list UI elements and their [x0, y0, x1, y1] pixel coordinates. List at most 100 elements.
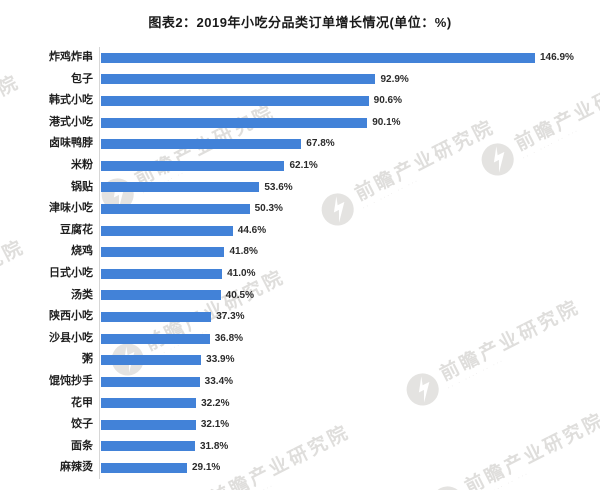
category-label: 花甲 [71, 396, 93, 409]
bar [101, 311, 212, 322]
value-label: 92.9% [380, 73, 409, 85]
bar-track: 32.1% [99, 414, 600, 436]
value-label: 36.8% [214, 332, 244, 344]
bar-row: 锅贴 53.6% [0, 176, 600, 199]
bar-row: 馄饨抄手 33.4% [0, 370, 600, 393]
category-label: 沙县小吃 [49, 331, 93, 344]
value-label: 33.4% [204, 375, 234, 387]
value-label: 41.8% [229, 246, 258, 258]
bar-track: 62.1% [99, 154, 600, 177]
bar-track: 29.1% [99, 457, 600, 479]
bar-track: 44.6% [99, 219, 600, 242]
bar [101, 117, 368, 128]
value-label: 32.2% [201, 397, 230, 409]
bar-track: 90.6% [99, 90, 600, 112]
bar-chart: 炸鸡炸串 146.9% 包子 92.9% 韩式小吃 90.6% 港式小吃 90.1% 卤味鸭脖 6… [0, 47, 600, 479]
bar [101, 441, 195, 452]
bar-row: 汤类 40.5% [0, 284, 600, 307]
category-label: 包子 [71, 72, 93, 85]
bar-track: 53.6% [99, 176, 600, 199]
value-label: 31.8% [199, 440, 229, 452]
category-label: 锅贴 [71, 180, 93, 193]
value-label: 32.1% [200, 419, 230, 431]
value-label: 53.6% [264, 181, 293, 193]
bar-row: 饺子 32.1% [0, 414, 600, 436]
bar [101, 463, 187, 474]
bar [101, 74, 376, 85]
category-label: 日式小吃 [49, 266, 93, 279]
bar [101, 203, 250, 214]
bar-track: 37.3% [99, 306, 600, 328]
bar-row: 包子 92.9% [0, 68, 600, 91]
bar-row: 豆腐花 44.6% [0, 219, 600, 242]
value-label: 29.1% [191, 462, 221, 474]
bar-track: 92.9% [99, 68, 600, 91]
value-label: 33.9% [206, 354, 235, 366]
bar-track: 67.8% [99, 133, 600, 155]
category-label: 麻辣烫 [60, 461, 93, 474]
bar-track: 90.1% [99, 111, 600, 134]
bar-row: 米粉 62.1% [0, 154, 600, 177]
bar-row: 陕西小吃 37.3% [0, 306, 600, 328]
bar-row: 麻辣烫 29.1% [0, 457, 600, 479]
bar-track: 50.3% [99, 198, 600, 220]
bar-row: 港式小吃 90.1% [0, 111, 600, 134]
category-label: 豆腐花 [60, 223, 93, 236]
category-label: 炸鸡炸串 [49, 51, 93, 63]
bar [101, 268, 223, 279]
bar-track: 41.8% [99, 241, 600, 263]
value-label: 90.6% [373, 95, 403, 107]
bar-track: 41.0% [99, 262, 600, 285]
category-label: 港式小吃 [49, 115, 93, 128]
category-label: 韩式小吃 [49, 94, 93, 107]
bar [101, 419, 196, 430]
category-label: 米粉 [71, 158, 93, 171]
bar-track: 36.8% [99, 327, 600, 350]
bar-track: 146.9% [99, 47, 600, 69]
bar [101, 225, 233, 236]
bar [101, 333, 210, 344]
bar [101, 398, 197, 409]
bar [101, 52, 535, 63]
category-label: 面条 [71, 439, 93, 452]
value-label: 50.3% [254, 203, 283, 215]
value-label: 41.0% [227, 267, 256, 279]
bar-row: 粥 33.9% [0, 349, 600, 371]
bar-track: 33.4% [99, 370, 600, 393]
value-label: 67.8% [306, 138, 335, 150]
bar [101, 355, 202, 366]
bar-row: 韩式小吃 90.6% [0, 90, 600, 112]
bar-row: 日式小吃 41.0% [0, 262, 600, 285]
bar-row: 炸鸡炸串 146.9% [0, 47, 600, 69]
category-label: 卤味鸭脖 [49, 137, 93, 150]
value-label: 62.1% [289, 159, 318, 171]
bar-row: 卤味鸭脖 67.8% [0, 133, 600, 155]
bar-row: 津味小吃 50.3% [0, 198, 600, 220]
value-label: 37.3% [216, 311, 245, 323]
category-label: 饺子 [71, 418, 93, 431]
bar-track: 32.2% [99, 392, 600, 415]
bar [101, 160, 285, 171]
category-label: 烧鸡 [71, 245, 93, 258]
bar [101, 290, 221, 301]
value-label: 90.1% [372, 116, 401, 128]
category-label: 津味小吃 [49, 202, 93, 215]
category-label: 陕西小吃 [49, 310, 93, 323]
bar-row: 沙县小吃 36.8% [0, 327, 600, 350]
watermark-compass-icon [431, 486, 464, 490]
bar [101, 182, 260, 193]
category-label: 汤类 [71, 288, 93, 301]
category-label: 粥 [82, 353, 93, 366]
bar-row: 烧鸡 41.8% [0, 241, 600, 263]
bar [101, 95, 369, 106]
bar [101, 247, 225, 258]
bar-track: 31.8% [99, 435, 600, 458]
bar [101, 139, 302, 150]
bar-row: 花甲 32.2% [0, 392, 600, 415]
value-label: 40.5% [225, 289, 254, 301]
value-label: 146.9% [540, 52, 574, 63]
chart-title: 图表2：2019年小吃分品类订单增长情况(单位：%) [148, 15, 452, 30]
bar-row: 面条 31.8% [0, 435, 600, 458]
bar-track: 40.5% [99, 284, 600, 307]
